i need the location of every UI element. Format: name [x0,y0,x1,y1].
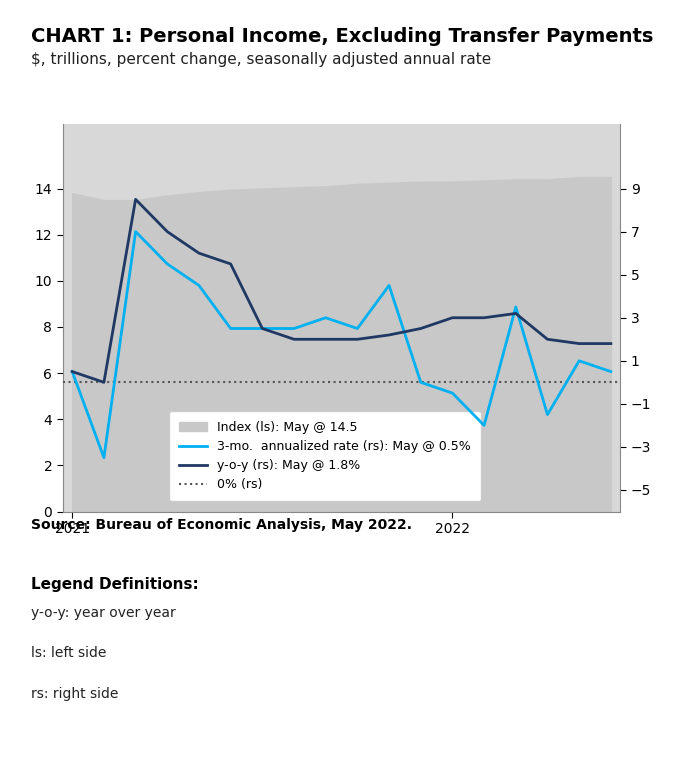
Text: Legend Definitions:: Legend Definitions: [31,577,199,592]
Text: rs: right side: rs: right side [31,687,118,701]
Text: ls: left side: ls: left side [31,646,107,660]
Text: y-o-y: year over year: y-o-y: year over year [31,606,176,620]
Text: Source: Bureau of Economic Analysis, May 2022.: Source: Bureau of Economic Analysis, May… [31,518,413,532]
Text: CHART 1: Personal Income, Excluding Transfer Payments: CHART 1: Personal Income, Excluding Tran… [31,27,654,46]
Text: $, trillions, percent change, seasonally adjusted annual rate: $, trillions, percent change, seasonally… [31,52,491,67]
Legend: Index (ls): May @ 14.5, 3-mo.  annualized rate (rs): May @ 0.5%, y-o-y (rs): May: Index (ls): May @ 14.5, 3-mo. annualized… [169,411,481,501]
